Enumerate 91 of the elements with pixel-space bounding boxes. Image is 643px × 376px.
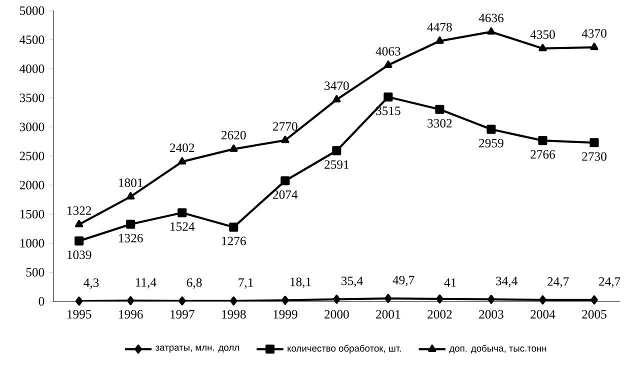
x-tick-label: 1996 (119, 310, 143, 319)
legend-label: затраты, млн. долл (156, 346, 239, 353)
point (486, 124, 496, 134)
point (538, 44, 547, 52)
point (488, 294, 495, 304)
x-tick-label: 2001 (376, 310, 400, 319)
data-label: 2074 (273, 190, 298, 199)
point (230, 296, 238, 306)
point (230, 144, 238, 152)
data-label: 18,1 (290, 278, 311, 288)
x-tick-label: 2003 (479, 310, 504, 319)
data-label: 3470 (324, 81, 349, 90)
data-label: 2591 (324, 160, 349, 169)
x-tick-label: 1997 (170, 310, 194, 319)
x-tick-label: 2000 (324, 310, 349, 319)
y-tick-label: 2500 (20, 152, 44, 160)
data-label: 11,4 (136, 278, 156, 288)
y-tick-label: 1500 (20, 210, 44, 218)
y-tick-label: 3500 (20, 94, 44, 102)
y-tick-label: 4000 (20, 64, 44, 74)
data-label: 4,3 (84, 278, 99, 289)
data-label: 4636 (478, 14, 504, 22)
point (435, 104, 444, 114)
x-tick-label: 1995 (68, 310, 92, 319)
data-label: 2620 (222, 130, 246, 140)
point (332, 146, 342, 156)
data-label: 4350 (530, 30, 555, 39)
y-tick-label: 0 (38, 297, 44, 306)
point (590, 138, 599, 148)
legend-label: доп. добыча, тыс.тонн (449, 344, 546, 354)
point (333, 294, 340, 304)
point (126, 220, 136, 229)
data-label: 2770 (273, 122, 298, 131)
y-tick-label: 4500 (20, 35, 44, 44)
point (178, 208, 187, 218)
data-label: 4478 (427, 22, 452, 32)
point (126, 296, 134, 306)
data-label: 1039 (68, 250, 92, 260)
point (436, 294, 444, 304)
y-tick-label: 1000 (20, 238, 44, 248)
data-label: 1276 (222, 236, 246, 246)
point (74, 236, 84, 246)
point (436, 36, 444, 44)
data-label: 4063 (376, 46, 400, 56)
data-label: 1801 (119, 178, 143, 188)
point (75, 220, 84, 228)
point (281, 296, 289, 305)
data-label: 1524 (170, 222, 195, 231)
data-label: 34,4 (496, 276, 518, 288)
data-label: 41 (444, 278, 456, 287)
point (178, 296, 186, 306)
point (280, 176, 290, 186)
data-label: 2730 (582, 152, 606, 161)
point (384, 92, 393, 102)
data-label: 1326 (119, 234, 143, 242)
data-label: 2766 (530, 150, 556, 159)
y-tick-label: 3000 (20, 122, 44, 132)
data-label: 1322 (68, 206, 92, 215)
data-label: 24,7 (599, 277, 620, 288)
data-label: 49,7 (392, 276, 414, 286)
x-tick-label: 1998 (222, 310, 246, 319)
data-label: 3515 (376, 106, 400, 116)
legend-label: количество обработок, шт. (288, 344, 401, 354)
point (332, 95, 341, 102)
y-tick-label: 5000 (20, 6, 44, 15)
point (75, 296, 83, 306)
point (590, 295, 598, 304)
x-tick-label: 2004 (530, 310, 556, 319)
x-tick-label: 2002 (428, 310, 452, 319)
point (384, 60, 392, 68)
point (539, 295, 546, 304)
data-label: 4370 (582, 29, 606, 38)
point (126, 192, 135, 200)
data-label: 6,8 (186, 278, 202, 289)
y-tick-label: 2000 (20, 180, 44, 190)
point (487, 27, 496, 35)
data-label: 2959 (479, 138, 504, 148)
point (281, 136, 290, 144)
x-tick-label: 1999 (274, 310, 298, 319)
data-label: 2402 (170, 144, 194, 152)
point (590, 42, 598, 50)
point (538, 136, 548, 146)
data-label: 35,4 (342, 276, 363, 288)
data-label: 3302 (428, 118, 452, 128)
y-tick-label: 500 (26, 268, 44, 277)
point (178, 157, 186, 165)
point (384, 294, 392, 303)
x-tick-label: 2005 (582, 310, 606, 319)
data-label: 7,1 (238, 278, 253, 289)
point (229, 222, 238, 232)
data-label: 24,7 (548, 277, 569, 288)
